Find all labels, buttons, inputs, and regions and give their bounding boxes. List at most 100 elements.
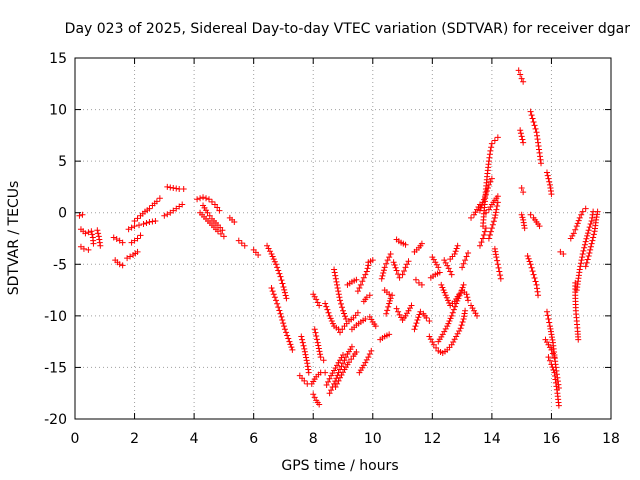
data-point [332, 275, 339, 282]
data-point [326, 312, 333, 319]
data-point [334, 281, 341, 288]
data-point [386, 297, 393, 304]
data-point [90, 240, 97, 247]
data-point [360, 274, 367, 281]
data-point [391, 261, 398, 268]
data-point [333, 278, 340, 285]
data-point [497, 272, 504, 279]
data-point [276, 307, 283, 314]
data-point [472, 310, 479, 317]
data-point [299, 339, 306, 346]
data-point [453, 333, 460, 340]
data-point [301, 345, 308, 352]
data-point [340, 369, 346, 376]
data-point [279, 280, 286, 287]
data-point [549, 364, 556, 371]
data-point [412, 276, 419, 283]
data-point [488, 175, 495, 182]
data-point [149, 218, 156, 225]
data-point [89, 231, 96, 238]
data-point [405, 258, 412, 265]
data-point [325, 309, 332, 316]
data-point [363, 268, 370, 275]
data-point [549, 350, 556, 357]
data-point [326, 375, 333, 382]
data-point [542, 336, 549, 343]
data-point [427, 336, 434, 343]
data-point [280, 320, 287, 327]
data-point [465, 249, 472, 256]
data-point [402, 312, 409, 319]
data-point [156, 195, 163, 202]
data-point [317, 354, 324, 361]
data-point [387, 295, 394, 302]
data-point [415, 314, 422, 321]
data-point [316, 348, 323, 355]
y-tick-label: -20 [44, 412, 67, 428]
data-point [275, 267, 282, 274]
data-point [369, 257, 376, 264]
data-point [443, 294, 450, 301]
y-tick-label: -15 [44, 360, 67, 376]
data-point [448, 341, 455, 348]
data-point [390, 259, 397, 266]
data-point [339, 304, 346, 311]
data-point [441, 328, 448, 335]
data-point [381, 264, 388, 271]
data-point [164, 183, 171, 190]
data-point [536, 223, 543, 230]
data-point [372, 323, 379, 330]
data-point [173, 185, 180, 192]
data-point [204, 209, 211, 216]
data-point [532, 278, 539, 285]
data-point [180, 185, 187, 192]
data-point [579, 250, 586, 257]
data-point [573, 223, 580, 230]
data-point [332, 272, 339, 279]
data-point [383, 260, 390, 267]
data-point [277, 310, 284, 317]
data-point [341, 313, 348, 320]
data-point [337, 357, 344, 364]
data-point [354, 288, 361, 295]
data-point [366, 313, 373, 320]
data-point [517, 130, 524, 137]
data-point [328, 387, 335, 394]
data-point [326, 390, 333, 397]
data-point [546, 357, 553, 364]
data-point [356, 285, 363, 292]
data-point [517, 127, 524, 134]
data-point [134, 215, 141, 222]
y-axis-label: SDTVAR / TECUs [6, 181, 22, 296]
data-point [315, 342, 322, 349]
data-point [131, 217, 138, 224]
data-point [543, 308, 550, 315]
y-tick-label: -10 [44, 309, 67, 325]
data-point [458, 322, 465, 329]
data-point [353, 348, 360, 355]
data-point [579, 208, 586, 215]
data-point [426, 318, 433, 325]
data-point [488, 225, 495, 232]
data-point [269, 253, 276, 260]
data-point [134, 235, 141, 242]
data-point [430, 341, 437, 348]
data-point [311, 394, 318, 401]
data-point [594, 208, 601, 215]
data-point [299, 336, 306, 343]
data-points [76, 67, 601, 409]
data-point [231, 218, 238, 225]
data-point [278, 313, 285, 320]
data-point [580, 247, 587, 254]
data-point [545, 175, 552, 182]
data-point [270, 256, 277, 263]
data-point [489, 221, 496, 228]
data-point [480, 232, 487, 239]
data-point [287, 341, 294, 348]
data-point [364, 265, 371, 272]
data-point [273, 297, 279, 304]
data-point [283, 295, 290, 302]
data-point [384, 307, 391, 314]
data-point [274, 264, 281, 271]
